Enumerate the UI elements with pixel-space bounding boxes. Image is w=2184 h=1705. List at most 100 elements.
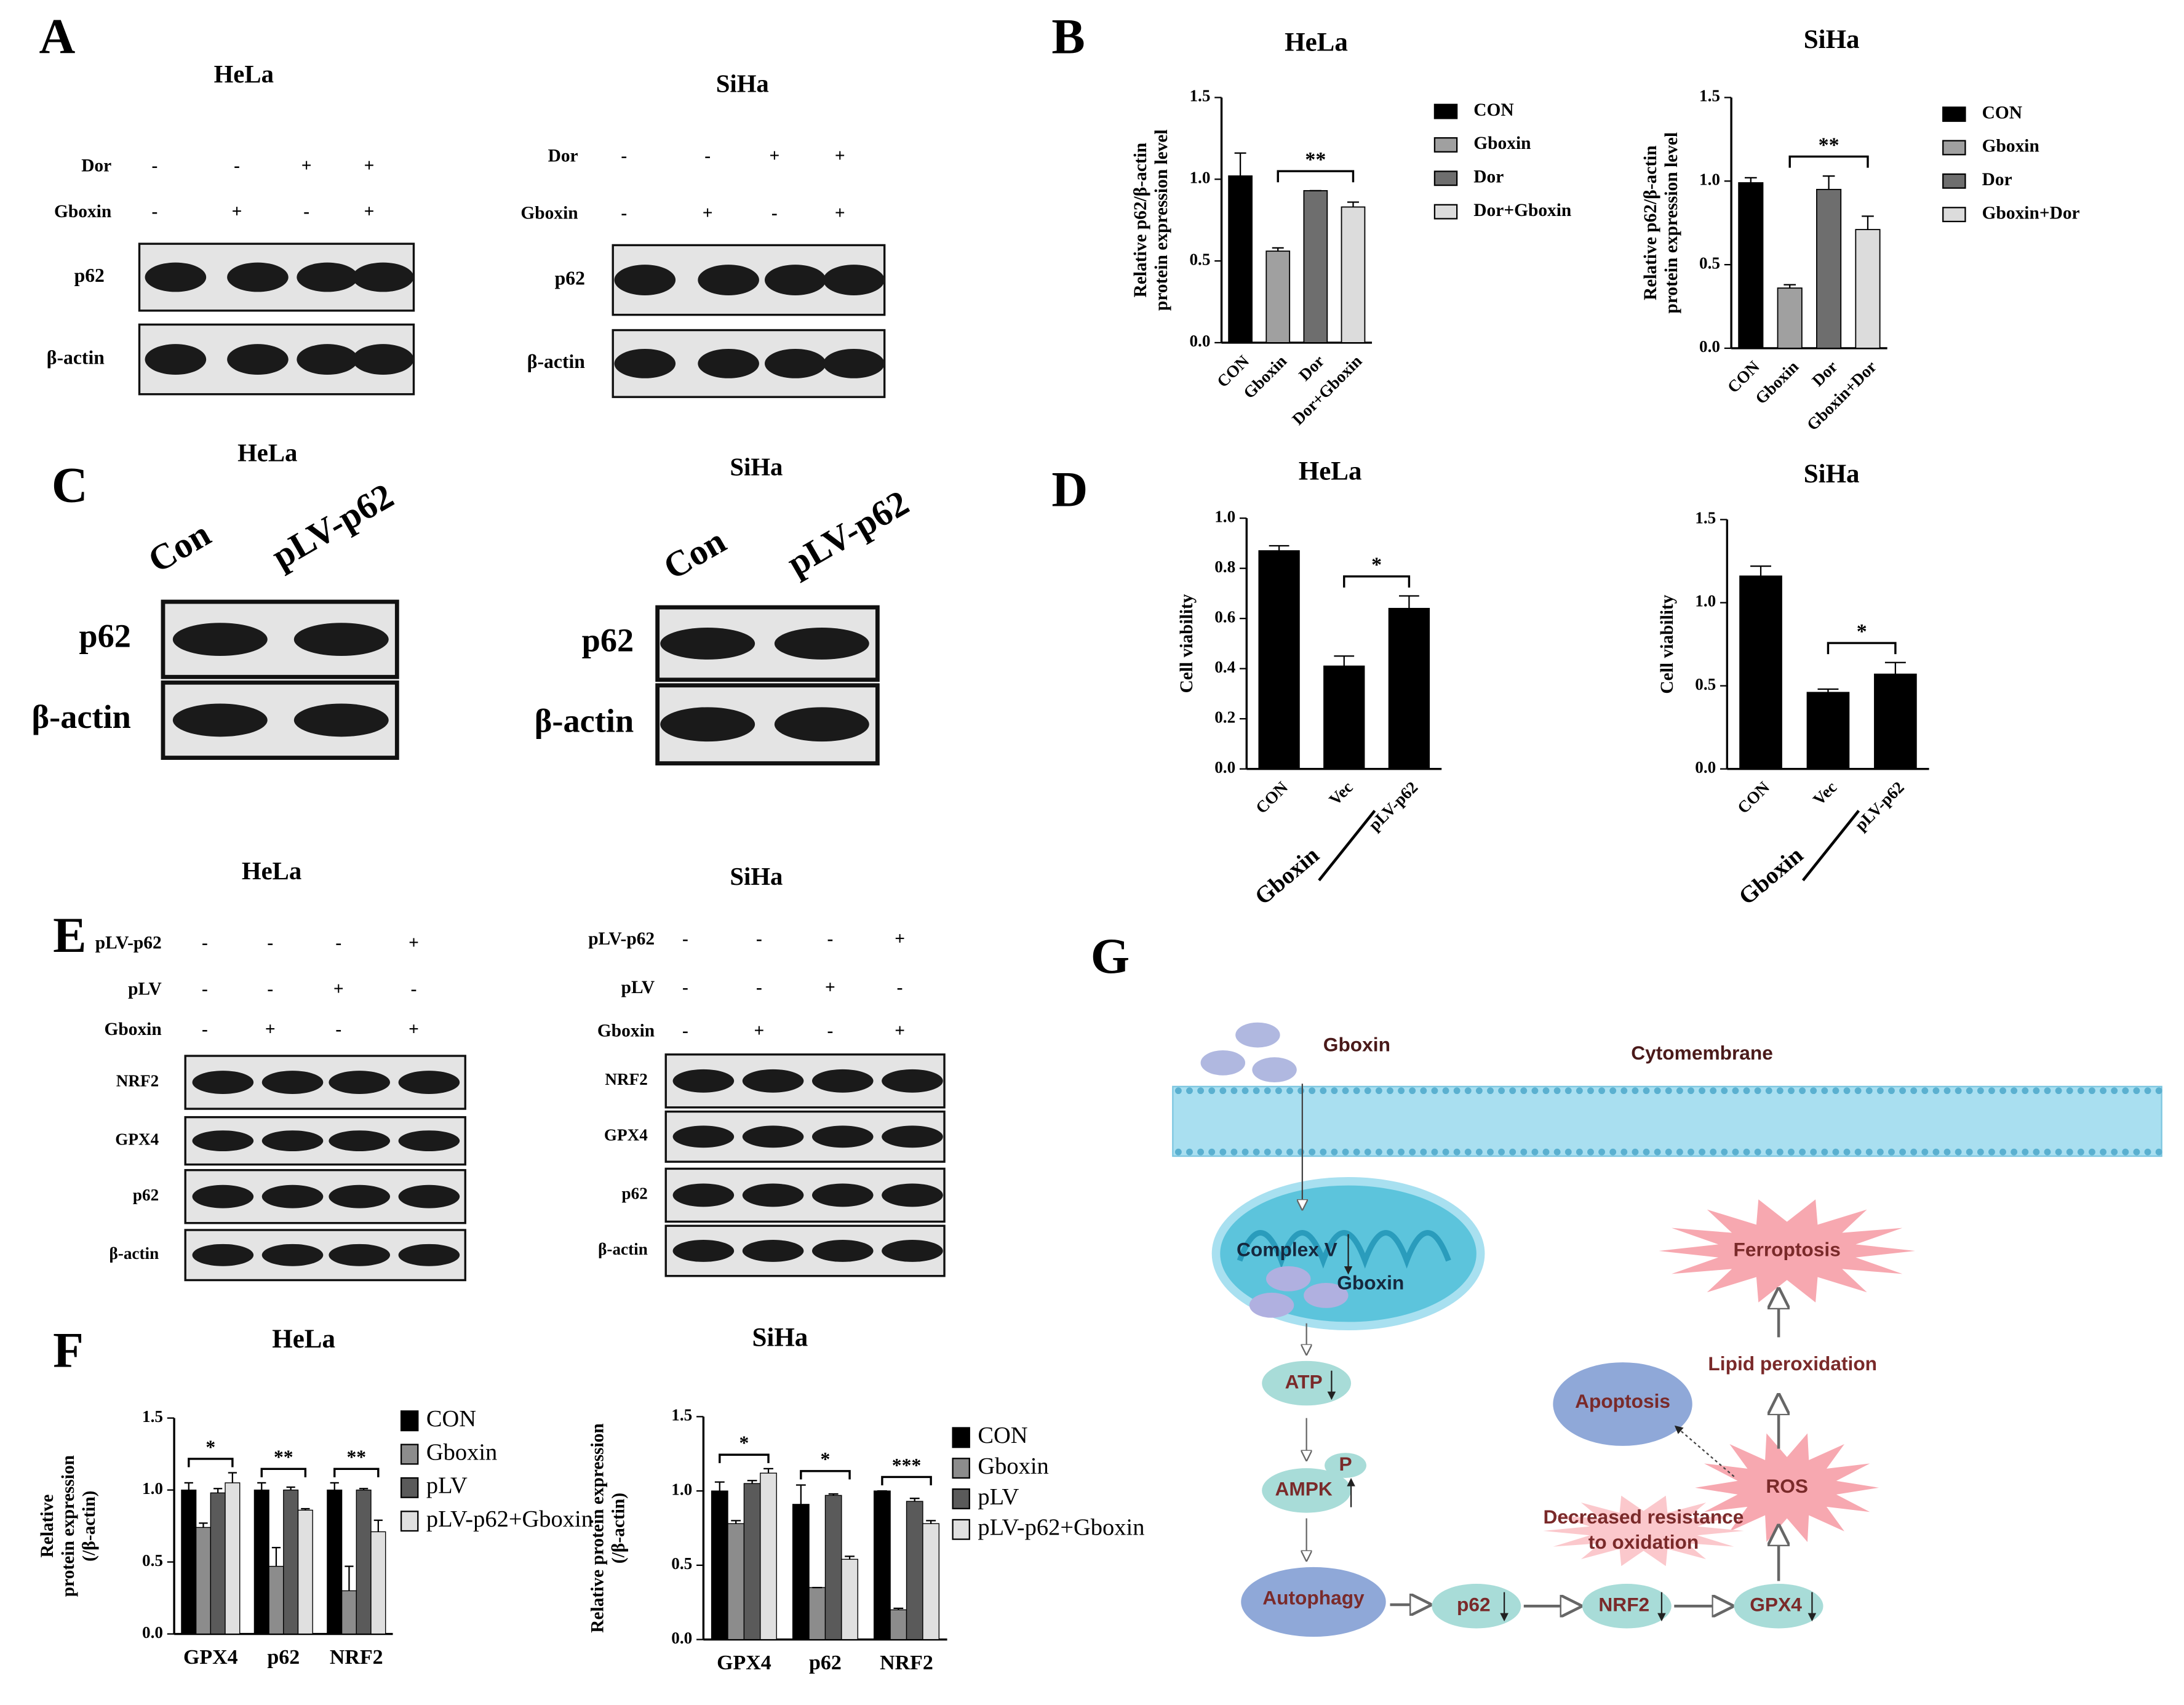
membrane-dot [1387,1087,1393,1095]
legend-swatch [400,1443,419,1465]
membrane-dot [1464,1148,1472,1156]
membrane-dot [1676,1087,1683,1095]
membrane-dot [1576,1148,1583,1156]
membrane-dot [1765,1087,1772,1095]
membrane-dot [1553,1148,1561,1156]
blot-band [742,1069,804,1093]
membrane-dot [1643,1148,1650,1156]
membrane-dot [1320,1148,1327,1156]
group-divider [1318,810,1376,882]
significance-bracket [333,1467,380,1477]
condition-sign: + [835,146,845,166]
condition-sign: - [151,156,157,175]
condition-sign: + [265,1020,276,1039]
membrane-dot [2044,1148,2051,1156]
membrane-dot [1309,1148,1316,1156]
y-axis-label: Cell viability [1657,594,1677,693]
diagram: Gboxin Cytomembrane Complex V Gboxin ATP… [1172,1022,2162,1637]
blot-band [293,623,389,657]
membrane-dot [1442,1087,1449,1095]
condition-label: pLV [128,979,162,999]
blot-band [227,344,289,375]
legend-swatch [1942,207,1966,223]
blot-band [660,628,755,660]
label: ROS [1766,1475,1808,1497]
y-tick-label: 1.0 [142,1479,163,1498]
label: P [1339,1453,1352,1475]
membrane-dot [1788,1087,1795,1095]
membrane-dot [1375,1148,1382,1156]
label: NRF2 [1598,1594,1649,1616]
blot-band [742,1240,804,1262]
band-label: β-actin [110,1244,159,1263]
condition-sign: - [682,1021,688,1040]
band-label: β-actin [535,703,634,740]
blot-title: HeLa [237,439,297,467]
membrane-dot [2055,1148,2062,1156]
membrane-dot [1609,1148,1617,1156]
membrane-dot [1710,1148,1717,1156]
chart-title: SiHa [1804,25,1860,54]
blot-band [882,1069,943,1093]
y-axis-label: Relative protein expression [588,1423,607,1633]
condition-label: Dor [81,156,111,175]
blot-band [261,1244,324,1266]
stars [1543,1199,1915,1567]
membrane-dot [1988,1087,1995,1095]
chart-title: HeLa [272,1325,335,1354]
chart-title: HeLa [1285,28,1348,57]
y-tick-label: 0.0 [671,1629,692,1647]
band-label: p62 [555,267,585,289]
condition-label: Gboxin [597,1021,655,1040]
burst [1659,1199,1915,1303]
bar [297,1509,313,1635]
band-label: NRF2 [116,1071,159,1090]
membrane-dot [1999,1148,2007,1156]
blot-band [882,1240,943,1262]
membrane-dot [1843,1148,1851,1156]
significance-label: * [1857,620,1867,643]
x-tick-label: Dor [1808,357,1841,390]
y-tick-label: 0.5 [1699,254,1720,272]
y-axis-label: Relative [38,1495,57,1558]
membrane-dot [1977,1087,1984,1095]
membrane-dot [2100,1148,2107,1156]
membrane-dot [1721,1087,1728,1095]
legend-swatch [1433,103,1458,119]
bar [1323,665,1365,770]
membrane-dot [1230,1087,1238,1095]
membrane-dot [2055,1087,2062,1095]
legend-swatch [952,1519,970,1540]
membrane-dot [1286,1148,1293,1156]
x-tick-label: GPX4 [183,1646,238,1669]
membrane-dot [1643,1087,1650,1095]
membrane-dot [1665,1148,1672,1156]
y-tick-label: 0.0 [1189,332,1210,350]
membrane-dot [1353,1148,1360,1156]
condition-sign: + [895,1021,905,1040]
blot-band [398,1184,460,1208]
blot-band [192,1071,254,1094]
bar [841,1559,858,1640]
significance-bracket [800,1470,851,1480]
bar [210,1492,226,1635]
membrane-dot [1899,1148,1907,1156]
membrane-dot [1788,1148,1795,1156]
legend-label: Gboxin [1473,134,1531,153]
band-label: NRF2 [605,1070,647,1088]
membrane-dot [2022,1148,2029,1156]
membrane-dot [1342,1087,1349,1095]
y-tick-label: 0.5 [671,1554,692,1573]
membrane-dot [1398,1087,1405,1095]
condition-sign: - [267,979,273,999]
membrane-dot [1932,1087,1940,1095]
membrane-dot [2144,1148,2151,1156]
condition-sign: - [335,1020,341,1039]
membrane-dot [1431,1087,1438,1095]
condition-sign: - [704,146,711,166]
legend-swatch [1942,173,1966,189]
chart-title: HeLa [1299,457,1362,486]
condition-sign: - [202,1020,208,1039]
x-tick-label: Vec [1809,778,1840,809]
blot-band [172,703,268,737]
